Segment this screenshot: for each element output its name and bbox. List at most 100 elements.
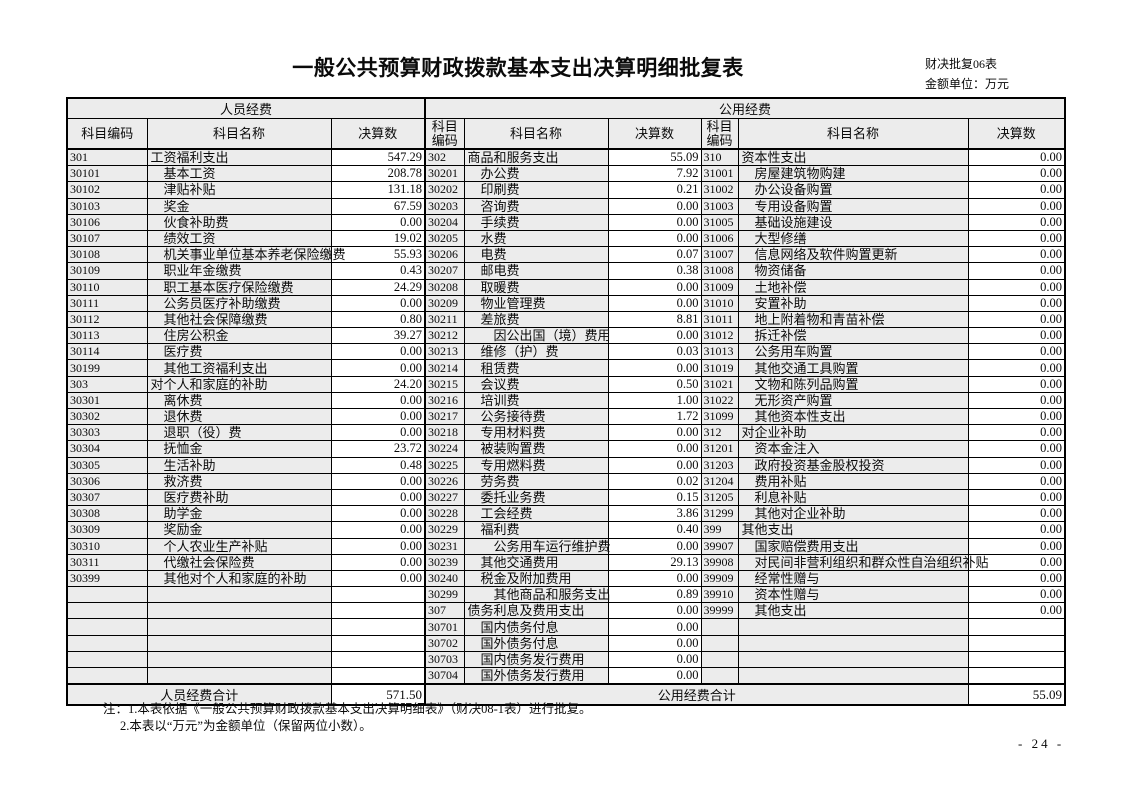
subject-name-cell: 工会经费 [463, 505, 609, 523]
table-row: 30701 国内债务付息 0.00 [66, 618, 1066, 636]
subject-code-cell: 31022 [700, 391, 739, 410]
amount-cell: 0.00 [967, 537, 1066, 555]
amount-cell: 0.38 [607, 262, 702, 280]
subject-code-cell: 30211 [424, 310, 465, 329]
subject-name-cell: 邮电费 [463, 262, 609, 280]
subject-code-cell: 31205 [700, 488, 739, 507]
footnote-1: 注：1.本表依据《一般公共预算财政拨款基本支出决算明细表》（财决08-1表）进行… [103, 702, 592, 716]
subject-code-cell [66, 650, 148, 669]
subject-name-cell: 生活补助 [146, 456, 332, 474]
subject-name-cell: 专用燃料费 [463, 456, 609, 474]
subject-name-cell: 其他交通费用 [463, 553, 609, 571]
subject-code-cell: 30226 [424, 472, 465, 490]
subject-name-cell [146, 667, 332, 685]
amount-cell: 0.00 [330, 553, 426, 571]
table-row: 30101 基本工资 208.78 30201 办公费 7.92 31001 房屋建筑物购建 0… [66, 165, 1066, 183]
subject-code-cell [700, 634, 739, 652]
subject-code-cell: 31007 [700, 246, 739, 264]
subject-code-cell: 30111 [66, 294, 148, 312]
subject-code-cell: 30204 [424, 213, 465, 231]
subject-code-cell: 30306 [66, 472, 148, 490]
amount-cell: 0.00 [607, 602, 702, 620]
form-code: 财决批复06表 [925, 57, 998, 71]
subject-name-cell: 医疗费补助 [146, 488, 332, 507]
amount-cell: 67.59 [330, 197, 426, 215]
subject-code-cell: 30240 [424, 569, 465, 588]
subject-name-cell: 国外债务发行费用 [463, 667, 609, 685]
amount-cell: 0.07 [607, 246, 702, 264]
subject-code-cell: 30227 [424, 488, 465, 507]
subject-name-cell: 房屋建筑物购建 [737, 165, 969, 183]
amount-cell: 0.00 [330, 407, 426, 426]
page-title: 一般公共预算财政拨款基本支出决算明细批复表 [292, 57, 744, 80]
subject-code-cell: 31005 [700, 213, 739, 231]
subject-code-cell: 30218 [424, 424, 465, 442]
subject-code-cell: 301 [66, 148, 148, 167]
amount-cell [330, 667, 426, 685]
subject-name-cell: 政府投资基金股权投资 [737, 456, 969, 474]
subject-name-cell: 大型修缮 [737, 229, 969, 248]
subject-code-cell: 30704 [424, 667, 465, 685]
subject-name-cell: 离休费 [146, 391, 332, 410]
subject-name-cell: 其他对个人和家庭的补助 [146, 569, 332, 588]
amount-cell: 0.00 [967, 343, 1066, 361]
subject-code-cell: 39907 [700, 537, 739, 555]
subject-name-cell: 津贴补贴 [146, 181, 332, 199]
subject-code-cell [66, 602, 148, 620]
subject-name-cell: 商品和服务支出 [463, 148, 609, 167]
amount-cell: 0.00 [330, 391, 426, 410]
amount-cell: 0.00 [330, 472, 426, 490]
subject-name-cell: 手续费 [463, 213, 609, 231]
amount-cell [967, 667, 1066, 685]
subject-code-cell: 30217 [424, 407, 465, 426]
subject-name-cell: 公务用车购置 [737, 343, 969, 361]
col-header-code-1: 科目编码 [66, 118, 148, 150]
amount-cell: 0.00 [967, 262, 1066, 280]
subject-name-cell: 资本性支出 [737, 148, 969, 167]
amount-cell: 0.00 [607, 359, 702, 377]
table-row: 30399 其他对个人和家庭的补助 0.00 30240 税金及附加费用 0.00 3990… [66, 569, 1066, 588]
subject-code-cell [66, 667, 148, 685]
table-row: 30306 救济费 0.00 30226 劳务费 0.02 31204 费用补贴 0.00 [66, 472, 1066, 490]
subject-name-cell: 地上附着物和青苗补偿 [737, 310, 969, 329]
subject-code-cell: 30299 [424, 586, 465, 604]
subject-name-cell: 基础设施建设 [737, 213, 969, 231]
amount-cell: 0.00 [967, 165, 1066, 183]
amount-cell [330, 602, 426, 620]
table-row: 30309 奖励金 0.00 30229 福利费 0.40 399 其他支出 0.00 [66, 521, 1066, 539]
subject-name-cell: 土地补偿 [737, 278, 969, 296]
subject-code-cell [66, 634, 148, 652]
subject-name-cell: 其他商品和服务支出 [463, 586, 611, 604]
amount-cell: 0.00 [967, 488, 1066, 507]
subject-code-cell: 31011 [700, 310, 739, 329]
amount-cell: 0.00 [330, 569, 426, 588]
table-row: 30111 公务员医疗补助缴费 0.00 30209 物业管理费 0.00 31010 安置补… [66, 294, 1066, 312]
amount-cell: 547.29 [330, 148, 426, 167]
subject-name-cell: 印刷费 [463, 181, 609, 199]
budget-table: 人员经费 公用经费 科目编码 科目名称 决算数 科目编码 科目名称 决算数 科目… [66, 97, 1067, 707]
subject-name-cell: 文物和陈列品购置 [737, 375, 969, 393]
totals-row: 人员经费合计 571.50 公用经费合计 55.09 [66, 683, 1066, 706]
subject-code-cell: 30202 [424, 181, 465, 199]
subject-code-cell: 30113 [66, 327, 148, 345]
subject-code-cell: 310 [700, 148, 739, 167]
subject-name-cell [146, 586, 332, 604]
subject-code-cell: 30205 [424, 229, 465, 248]
subject-code-cell: 31099 [700, 407, 739, 426]
amount-cell: 0.80 [330, 310, 426, 329]
personnel-total-value: 571.50 [330, 683, 426, 706]
subject-name-cell: 公务员医疗补助缴费 [146, 294, 332, 312]
subject-name-cell: 电费 [463, 246, 609, 264]
subject-name-cell: 经常性赠与 [737, 569, 969, 588]
table-row: 301 工资福利支出 547.29 302 商品和服务支出 55.09 310 资本性支出 0.… [66, 148, 1066, 167]
unit-label: 金额单位：万元 [925, 77, 1010, 91]
group-header-personnel: 人员经费 [66, 97, 426, 119]
subject-code-cell: 30302 [66, 407, 148, 426]
amount-cell: 0.00 [607, 327, 702, 345]
subject-name-cell: 水费 [463, 229, 609, 248]
subject-code-cell: 39999 [700, 602, 739, 620]
col-header-amount-1: 决算数 [330, 118, 426, 150]
table-row: 30307 医疗费补助 0.00 30227 委托业务费 0.15 31205 利息补贴 0.0… [66, 488, 1066, 507]
table-row: 30103 奖金 67.59 30203 咨询费 0.00 31003 专用设备购置 0.00 [66, 197, 1066, 215]
subject-code-cell: 31021 [700, 375, 739, 393]
